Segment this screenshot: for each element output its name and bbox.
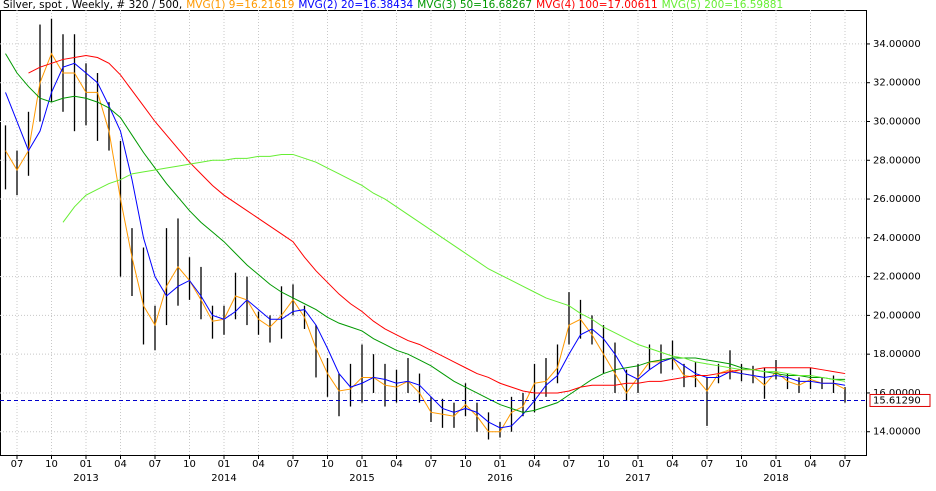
y-tick-label: 20.00000 xyxy=(873,310,921,321)
y-tick-label: 26.00000 xyxy=(873,194,921,205)
x-tick-label: 07 xyxy=(701,459,714,470)
x-tick-label: 01 xyxy=(218,459,231,470)
x-tick-label: 07 xyxy=(149,459,162,470)
x-tick-label: 04 xyxy=(528,459,541,470)
lines xyxy=(0,52,866,433)
x-tick-label: 04 xyxy=(804,459,817,470)
ma-line xyxy=(62,153,846,382)
last-price-label: 15.61290 xyxy=(873,395,921,406)
x-tick-label: 01 xyxy=(494,459,507,470)
y-tick-label: 34.00000 xyxy=(873,39,921,50)
x-tick-label: 01 xyxy=(770,459,783,470)
ma-line xyxy=(5,53,845,413)
year-label: 2014 xyxy=(211,473,236,484)
chart-title-line: Silver, spot , Weekly, # 320 / 500, MVG(1… xyxy=(3,0,783,11)
x-tick-label: 04 xyxy=(252,459,265,470)
axes: 14.00000 16.00000 18.00000 20.00000 22.00000… xyxy=(11,39,931,484)
legend-entry: MVG(3) 50=16.68267 xyxy=(417,0,532,11)
y-tick-label: 30.00000 xyxy=(873,116,921,127)
x-tick-label: 10 xyxy=(459,459,472,470)
plot-frame xyxy=(0,10,867,456)
x-tick-label: 07 xyxy=(425,459,438,470)
legend-entry: MVG(5) 200=16.59881 xyxy=(662,0,784,11)
y-tick-label: 24.00000 xyxy=(873,233,921,244)
x-tick-label: 04 xyxy=(390,459,403,470)
x-tick-label: 04 xyxy=(114,459,127,470)
year-label: 2013 xyxy=(73,473,98,484)
year-label: 2017 xyxy=(625,473,650,484)
legend-entry: MVG(2) 20=16.38434 xyxy=(298,0,413,11)
y-tick-label: 16.00000 xyxy=(873,388,921,399)
x-tick-label: 01 xyxy=(356,459,369,470)
x-tick-label: 07 xyxy=(11,459,24,470)
x-tick-label: 07 xyxy=(839,459,852,470)
year-label: 2018 xyxy=(763,473,788,484)
x-tick-label: 04 xyxy=(666,459,679,470)
legend-entry: MVG(4) 100=17.00611 xyxy=(536,0,658,11)
x-tick-label: 10 xyxy=(735,459,748,470)
x-tick-label: 10 xyxy=(183,459,196,470)
last-price-box xyxy=(869,393,931,407)
chart-title: Silver, spot , Weekly, # 320 / 500, xyxy=(3,0,182,11)
grid xyxy=(0,10,866,455)
x-tick-label: 10 xyxy=(597,459,610,470)
legend-entry: MVG(1) 9=16.21619 xyxy=(186,0,294,11)
y-tick-label: 32.00000 xyxy=(873,78,921,89)
y-tick-label: 28.00000 xyxy=(873,155,921,166)
ma-line xyxy=(5,62,846,429)
x-tick-label: 10 xyxy=(45,459,58,470)
x-tick-label: 10 xyxy=(321,459,334,470)
year-label: 2015 xyxy=(349,473,374,484)
x-tick-label: 01 xyxy=(632,459,645,470)
x-tick-label: 07 xyxy=(563,459,576,470)
y-tick-label: 22.00000 xyxy=(873,272,921,283)
ma-line xyxy=(28,55,846,394)
y-tick-label: 14.00000 xyxy=(873,427,921,438)
y-tick-label: 18.00000 xyxy=(873,349,921,360)
x-tick-label: 01 xyxy=(80,459,93,470)
x-tick-label: 07 xyxy=(287,459,300,470)
ma-line xyxy=(5,52,846,433)
year-label: 2016 xyxy=(487,473,512,484)
